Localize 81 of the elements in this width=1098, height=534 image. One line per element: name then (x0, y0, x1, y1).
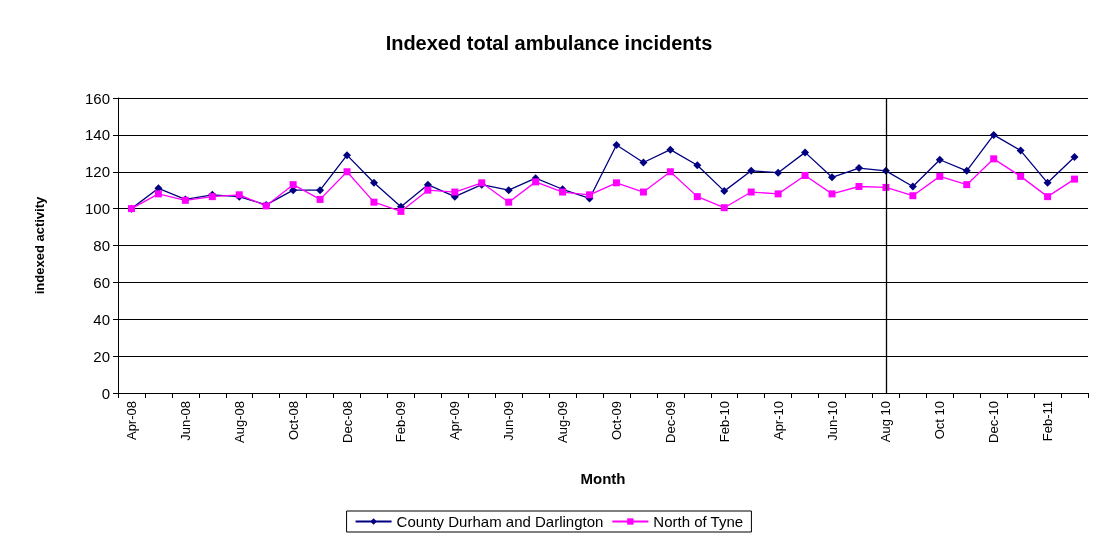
point (397, 207, 405, 215)
point (505, 198, 513, 206)
point (316, 186, 325, 195)
point (532, 178, 540, 186)
x-tick-label: Dec-10 (986, 401, 1002, 443)
point (774, 190, 782, 198)
x-tick-label: Oct 10 (932, 401, 948, 440)
point (639, 158, 648, 167)
y-tick-label: 100 (84, 200, 110, 218)
x-tick-label: Dec-09 (662, 401, 678, 443)
x-tick-label: Jun-10 (824, 401, 840, 441)
point (963, 181, 971, 189)
point (666, 168, 674, 176)
point (343, 168, 351, 176)
y-tick-label: 60 (93, 273, 110, 291)
point (693, 193, 701, 201)
chart-title: Indexed total ambulance incidents (385, 32, 713, 54)
y-tick-label: 120 (84, 163, 110, 181)
point (909, 192, 917, 200)
point (1017, 172, 1025, 180)
point (612, 179, 620, 187)
point (1071, 175, 1079, 183)
point (935, 155, 944, 164)
point (369, 178, 378, 187)
point (639, 188, 647, 196)
x-tick-label: Apr-09 (447, 401, 463, 441)
y-tick-label: 80 (93, 237, 110, 254)
point (908, 182, 917, 191)
x-tick-label: Aug 10 (878, 401, 894, 443)
point (828, 173, 837, 182)
legend-label: North of Tyne (653, 513, 744, 530)
point (962, 166, 971, 175)
point (1070, 153, 1079, 161)
legend-label: County Durham and Darlington (396, 513, 604, 530)
point (720, 204, 728, 212)
point (1016, 146, 1025, 155)
point (612, 141, 621, 150)
point (370, 198, 378, 206)
point (989, 130, 998, 139)
x-axis-title: Month (580, 470, 626, 487)
y-tick-label: 160 (84, 89, 110, 107)
point (289, 181, 297, 189)
point (990, 155, 998, 163)
x-tick-label: Apr-08 (123, 401, 139, 441)
x-tick-label: Dec-08 (339, 401, 355, 443)
point (747, 188, 755, 196)
x-tick-label: Aug-09 (555, 401, 571, 443)
point (720, 187, 729, 196)
x-tick-label: Jun-09 (501, 401, 517, 441)
point (1043, 178, 1052, 187)
y-axis-title: indexed activity (32, 195, 47, 295)
point (154, 190, 162, 198)
point (343, 151, 352, 160)
x-tick-label: Aug-08 (231, 401, 247, 443)
point (693, 161, 702, 170)
point (854, 164, 863, 173)
y-tick-label: 40 (93, 310, 110, 328)
x-tick-label: Jun-08 (177, 401, 193, 441)
point (424, 186, 432, 194)
point (316, 195, 324, 203)
x-tick-label: Feb-09 (393, 401, 409, 443)
y-tick-label: 140 (84, 126, 110, 144)
point (801, 171, 809, 179)
x-tick-label: Feb-11 (1040, 401, 1056, 442)
point (666, 145, 675, 154)
x-tick-label: Oct-09 (608, 401, 624, 441)
point (774, 168, 783, 177)
point (747, 166, 756, 175)
point (855, 183, 863, 190)
x-tick-label: Oct-08 (285, 401, 301, 441)
point (1044, 193, 1052, 201)
point (586, 191, 594, 199)
point (504, 186, 513, 195)
y-tick-label: 0 (101, 384, 110, 402)
point (936, 172, 944, 180)
point (451, 188, 459, 196)
point (828, 190, 836, 198)
point (801, 148, 810, 157)
y-tick-label: 20 (93, 347, 110, 365)
x-tick-label: Feb-10 (716, 401, 732, 443)
x-tick-label: Apr-10 (770, 401, 786, 441)
